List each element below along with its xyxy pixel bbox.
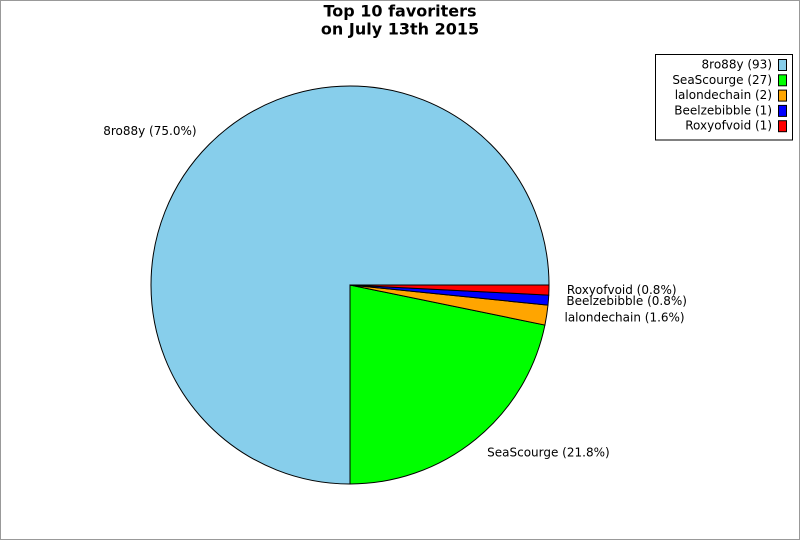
- legend-swatch: [778, 89, 787, 102]
- chart-title: Top 10 favoriters: [323, 2, 476, 21]
- chart-title: on July 13th 2015: [321, 20, 479, 39]
- slice-label: Roxyofvoid (0.8%): [567, 283, 677, 297]
- legend-swatch: [778, 74, 787, 87]
- pie-slice: [349, 284, 550, 296]
- pie-slice: [150, 85, 550, 485]
- legend-label: SeaScourge (27): [672, 73, 772, 87]
- legend-label: 8ro88y (93): [702, 58, 772, 72]
- legend-label: Roxyofvoid (1): [685, 119, 772, 133]
- pie-slice: [349, 284, 546, 485]
- slice-label: SeaScourge (21.8%): [487, 446, 610, 460]
- legend-swatch: [778, 120, 787, 133]
- legend-box: [655, 54, 793, 141]
- slice-label: 8ro88y (75.0%): [103, 124, 196, 138]
- legend-label: Beelzebibble (1): [674, 103, 772, 117]
- slice-label: lalondechain (1.6%): [564, 310, 684, 324]
- legend-label: lalondechain (2): [675, 88, 772, 102]
- slice-label: Beelzebibble (0.8%): [566, 294, 687, 308]
- legend-swatch: [778, 59, 787, 71]
- legend-swatch: [778, 104, 787, 117]
